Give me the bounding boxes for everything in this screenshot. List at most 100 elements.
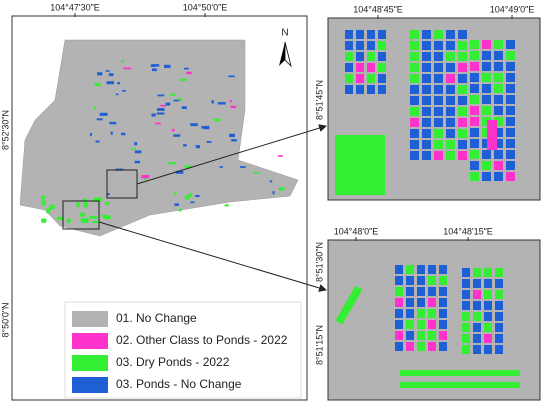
pond — [410, 74, 419, 83]
pond — [482, 106, 491, 115]
pond — [109, 121, 117, 125]
pond — [462, 268, 470, 277]
pond — [439, 298, 447, 307]
pond — [230, 100, 233, 103]
pond — [484, 323, 492, 332]
pond — [473, 290, 481, 299]
pond — [482, 172, 491, 181]
pond — [190, 123, 198, 127]
pond — [470, 150, 479, 159]
pond — [41, 200, 46, 206]
pond — [494, 84, 503, 93]
pond — [183, 144, 187, 147]
pond — [186, 71, 192, 75]
legend-label: 03. Ponds - No Change — [116, 377, 242, 391]
pond — [473, 301, 481, 310]
pond — [110, 131, 113, 135]
pond — [506, 84, 515, 93]
pond — [495, 290, 503, 299]
pond — [446, 41, 455, 50]
pond — [422, 41, 431, 50]
pond — [105, 70, 110, 72]
pond — [506, 73, 515, 82]
pond — [219, 166, 223, 168]
pond — [458, 140, 467, 149]
pond — [470, 117, 479, 126]
pond — [89, 215, 98, 219]
pond — [417, 309, 425, 318]
pond — [272, 191, 275, 195]
pond — [484, 334, 492, 343]
pond — [171, 129, 175, 132]
pond — [123, 67, 132, 70]
pond — [345, 52, 353, 61]
y-coordinate-label: 8°52'30"N — [0, 110, 10, 150]
pond — [410, 30, 419, 39]
pond — [115, 93, 119, 96]
pond — [494, 139, 503, 148]
x-coordinate-label: 104°48'0"E — [334, 226, 379, 236]
pond — [335, 285, 363, 325]
pond — [434, 74, 443, 83]
pond — [93, 106, 97, 110]
pond — [130, 147, 136, 150]
pond — [439, 265, 447, 274]
pond — [428, 342, 436, 351]
pond — [434, 151, 443, 160]
pond — [495, 312, 503, 321]
pond — [356, 52, 364, 61]
pond — [231, 139, 237, 142]
inset-top-features — [335, 30, 515, 195]
y-coordinate-label: 8°51'30"N — [314, 242, 324, 282]
pond — [422, 96, 431, 105]
pond — [181, 106, 187, 109]
pond — [94, 83, 101, 86]
pond — [506, 106, 515, 115]
y-coordinate-label: 8°51'15"N — [314, 325, 324, 365]
pond — [345, 30, 353, 39]
pond — [66, 218, 71, 224]
y-coordinate-label: 8°50'0"N — [0, 302, 10, 337]
pond — [494, 128, 503, 137]
pond — [482, 117, 491, 126]
pond — [106, 81, 115, 85]
pond — [422, 74, 431, 83]
pond — [470, 139, 479, 148]
pond — [190, 201, 195, 204]
pond — [120, 132, 126, 136]
pond — [494, 161, 503, 170]
pond — [462, 279, 470, 288]
pond — [206, 141, 212, 143]
pond — [494, 62, 503, 71]
pond — [494, 150, 503, 159]
pond — [395, 342, 403, 351]
legend-label: 01. No Change — [116, 311, 197, 325]
pond — [395, 287, 403, 296]
pond — [473, 279, 481, 288]
pond — [345, 74, 353, 83]
pond — [506, 40, 515, 49]
pond — [229, 133, 235, 138]
pond — [446, 140, 455, 149]
pond — [152, 64, 160, 67]
pond — [151, 113, 156, 117]
pond — [434, 107, 443, 116]
pond — [494, 73, 503, 82]
pond — [173, 134, 181, 137]
pond — [76, 202, 80, 208]
pond — [434, 52, 443, 61]
study-area — [19, 39, 299, 237]
pond — [422, 118, 431, 127]
pond — [356, 85, 364, 94]
pond — [462, 345, 470, 354]
main-map-frame — [11, 15, 308, 401]
pond — [378, 85, 386, 94]
legend: 01. No Change 02. Other Class to Ponds - … — [72, 311, 288, 393]
pond — [240, 166, 246, 168]
arrow — [98, 221, 327, 292]
pond — [506, 62, 515, 71]
pond — [269, 180, 273, 183]
pond — [434, 129, 443, 138]
pond — [428, 287, 436, 296]
pond — [395, 276, 403, 285]
